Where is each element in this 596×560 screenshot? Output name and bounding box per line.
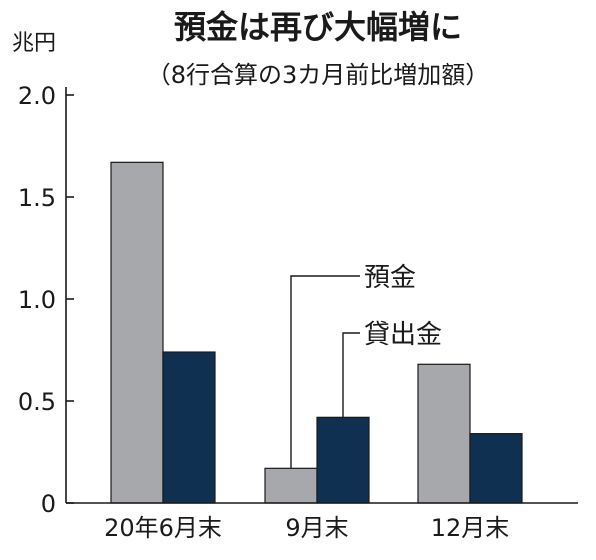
bar-deposits-1 bbox=[264, 467, 318, 504]
y-tick-label: 0.5 bbox=[18, 388, 56, 416]
bars-group bbox=[110, 161, 523, 504]
bar-deposits-0 bbox=[110, 161, 164, 504]
x-tick-label: 12月末 bbox=[431, 514, 510, 542]
bar-loans-1 bbox=[316, 416, 370, 504]
x-tick-label: 9月末 bbox=[285, 514, 348, 542]
y-tick-label: 2.0 bbox=[18, 82, 56, 110]
y-unit-label: 兆円 bbox=[12, 31, 56, 56]
axes-group: 20年6月末 9月末 12月末 0 0.5 1.0 1.5 2.0 bbox=[18, 82, 578, 542]
y-tick-label: 1.5 bbox=[18, 184, 56, 212]
chart-subtitle: （8行合算の3カ月前比増加額） bbox=[147, 61, 490, 89]
bar-deposits-2 bbox=[417, 363, 471, 504]
series-label-deposits: 預金 bbox=[364, 263, 416, 293]
bar-loans-0 bbox=[162, 351, 216, 504]
x-tick-label: 20年6月末 bbox=[104, 514, 222, 542]
y-tick-label: 0 bbox=[41, 490, 56, 518]
series-label-loans: 貸出金 bbox=[364, 320, 442, 350]
leader-line-deposits bbox=[290, 275, 360, 469]
leader-line-loans bbox=[342, 332, 360, 418]
chart-title: 預金は再び大幅増に bbox=[174, 8, 462, 46]
y-tick-label: 1.0 bbox=[18, 286, 56, 314]
bar-loans-2 bbox=[469, 433, 523, 504]
